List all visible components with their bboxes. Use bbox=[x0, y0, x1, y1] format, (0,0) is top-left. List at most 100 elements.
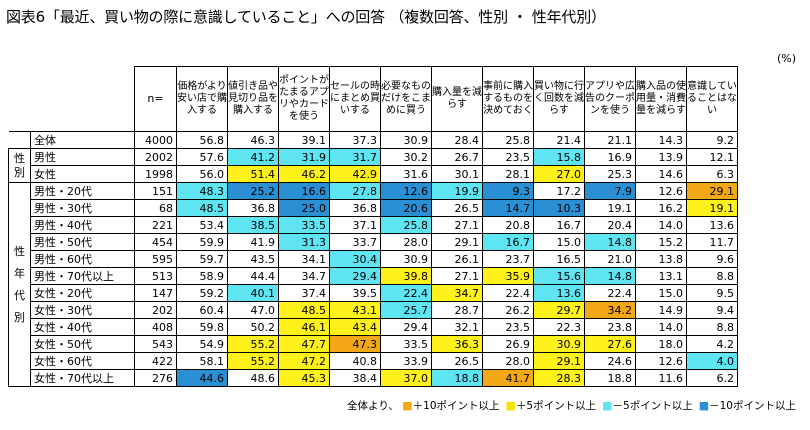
legend-swatch: ■ bbox=[602, 399, 613, 412]
value-cell: 30.2 bbox=[380, 148, 432, 166]
value-cell: 35.9 bbox=[482, 267, 534, 285]
value-cell: 46.1 bbox=[278, 318, 330, 336]
value-cell: 11.7 bbox=[686, 233, 738, 251]
value-cell: 48.5 bbox=[176, 199, 228, 217]
value-cell: 19.1 bbox=[584, 199, 636, 217]
value-cell: 18.8 bbox=[584, 369, 636, 387]
n-header: n= bbox=[134, 66, 177, 132]
value-cell: 56.8 bbox=[176, 131, 228, 149]
table-row: 性別 男性 2002 57.6 41.2 31.9 31.7 30.2 26.7 23.5 15.8… bbox=[8, 148, 738, 183]
row-label: 女性・60代 bbox=[30, 352, 135, 370]
row-n: 68 bbox=[134, 199, 177, 217]
value-cell: 16.9 bbox=[584, 148, 636, 166]
value-cell: 47.3 bbox=[329, 335, 381, 353]
value-cell: 59.9 bbox=[176, 233, 228, 251]
value-cell: 30.1 bbox=[431, 165, 483, 183]
value-cell: 36.8 bbox=[329, 199, 381, 217]
value-cell: 19.1 bbox=[686, 199, 738, 217]
value-cell: 30.9 bbox=[380, 131, 432, 149]
value-cell: 33.5 bbox=[380, 335, 432, 353]
row-label: 男性・20代 bbox=[30, 182, 135, 200]
value-cell: 4.2 bbox=[686, 335, 738, 353]
value-cell: 13.6 bbox=[533, 284, 585, 302]
value-cell: 59.8 bbox=[176, 318, 228, 336]
value-cell: 27.8 bbox=[329, 182, 381, 200]
table-row: 男性・60代 595 59.7 43.5 34.1 30.4 30.9 26.1 23.7 16.… bbox=[9, 250, 738, 268]
value-cell: 29.1 bbox=[431, 233, 483, 251]
row-label: 男性・60代 bbox=[30, 250, 135, 268]
column-header: 意識していることはない bbox=[686, 66, 738, 132]
value-cell: 23.5 bbox=[482, 318, 534, 336]
value-cell: 43.4 bbox=[329, 318, 381, 336]
row-label: 男性・50代 bbox=[30, 233, 135, 251]
value-cell: 14.0 bbox=[635, 318, 687, 336]
value-cell: 31.9 bbox=[278, 148, 330, 166]
value-cell: 51.4 bbox=[227, 165, 279, 183]
value-cell: 6.3 bbox=[686, 165, 738, 183]
survey-table: n= 価格がより安い店で購入する 値引き品や見切り品を購入する ポイントがたまるアプ… bbox=[8, 66, 738, 387]
value-cell: 36.8 bbox=[227, 199, 279, 217]
value-cell: 46.2 bbox=[278, 165, 330, 183]
value-cell: 11.6 bbox=[635, 369, 687, 387]
value-cell: 20.8 bbox=[482, 216, 534, 234]
value-cell: 34.7 bbox=[431, 284, 483, 302]
table-row: 女性・30代 202 60.4 47.0 48.5 43.1 25.7 28.7 26.2 29.… bbox=[9, 301, 738, 319]
value-cell: 33.7 bbox=[329, 233, 381, 251]
value-cell: 30.9 bbox=[533, 335, 585, 353]
value-cell: 31.3 bbox=[278, 233, 330, 251]
value-cell: 16.7 bbox=[482, 233, 534, 251]
legend-text: ＋5ポイント以上 bbox=[515, 400, 597, 412]
value-cell: 58.9 bbox=[176, 267, 228, 285]
value-cell: 14.0 bbox=[635, 216, 687, 234]
value-cell: 41.7 bbox=[482, 369, 534, 387]
table-row: 男性・40代 221 53.4 38.5 33.5 37.1 25.8 27.1 20.8 16.… bbox=[9, 216, 738, 234]
column-header: 価格がより安い店で購入する bbox=[176, 66, 228, 132]
value-cell: 32.1 bbox=[431, 318, 483, 336]
value-cell: 13.6 bbox=[686, 216, 738, 234]
value-cell: 44.4 bbox=[227, 267, 279, 285]
row-label: 女性・40代 bbox=[30, 318, 135, 336]
row-n: 151 bbox=[134, 182, 177, 200]
legend-swatch: ■ bbox=[402, 399, 413, 412]
value-cell: 42.9 bbox=[329, 165, 381, 183]
header-row: n= 価格がより安い店で購入する 値引き品や見切り品を購入する ポイントがたまるアプ… bbox=[8, 66, 738, 132]
value-cell: 30.4 bbox=[329, 250, 381, 268]
value-cell: 16.2 bbox=[635, 199, 687, 217]
value-cell: 34.7 bbox=[278, 267, 330, 285]
table-row: 女性 1998 56.0 51.4 46.2 42.9 31.6 30.1 28.1 27.0 25… bbox=[9, 165, 738, 183]
value-cell: 26.7 bbox=[431, 148, 483, 166]
value-cell: 47.7 bbox=[278, 335, 330, 353]
value-cell: 36.3 bbox=[431, 335, 483, 353]
value-cell: 55.2 bbox=[227, 335, 279, 353]
value-cell: 60.4 bbox=[176, 301, 228, 319]
value-cell: 29.4 bbox=[380, 318, 432, 336]
value-cell: 25.2 bbox=[227, 182, 279, 200]
value-cell: 14.6 bbox=[635, 165, 687, 183]
value-cell: 34.1 bbox=[278, 250, 330, 268]
column-header: 購入量を減らす bbox=[431, 66, 483, 132]
value-cell: 45.3 bbox=[278, 369, 330, 387]
value-cell: 44.6 bbox=[176, 369, 228, 387]
row-n: 422 bbox=[134, 352, 177, 370]
value-cell: 10.3 bbox=[533, 199, 585, 217]
table-row: 性年代別 男性・20代 151 48.3 25.2 16.6 27.8 12.6 19.9 9.3… bbox=[8, 182, 738, 387]
value-cell: 7.9 bbox=[584, 182, 636, 200]
value-cell: 14.7 bbox=[482, 199, 534, 217]
column-header: 値引き品や見切り品を購入する bbox=[227, 66, 279, 132]
value-cell: 12.6 bbox=[380, 182, 432, 200]
value-cell: 31.6 bbox=[380, 165, 432, 183]
value-cell: 54.9 bbox=[176, 335, 228, 353]
value-cell: 9.4 bbox=[686, 301, 738, 319]
value-cell: 22.4 bbox=[584, 284, 636, 302]
value-cell: 57.6 bbox=[176, 148, 228, 166]
value-cell: 25.8 bbox=[482, 131, 534, 149]
table-row: 女性・50代 543 54.9 55.2 47.7 47.3 33.5 36.3 26.9 30.… bbox=[9, 335, 738, 353]
value-cell: 14.8 bbox=[584, 267, 636, 285]
value-cell: 56.0 bbox=[176, 165, 228, 183]
value-cell: 58.1 bbox=[176, 352, 228, 370]
value-cell: 27.1 bbox=[431, 216, 483, 234]
value-cell: 23.5 bbox=[482, 148, 534, 166]
value-cell: 26.1 bbox=[431, 250, 483, 268]
value-cell: 9.5 bbox=[686, 284, 738, 302]
value-cell: 27.0 bbox=[533, 165, 585, 183]
